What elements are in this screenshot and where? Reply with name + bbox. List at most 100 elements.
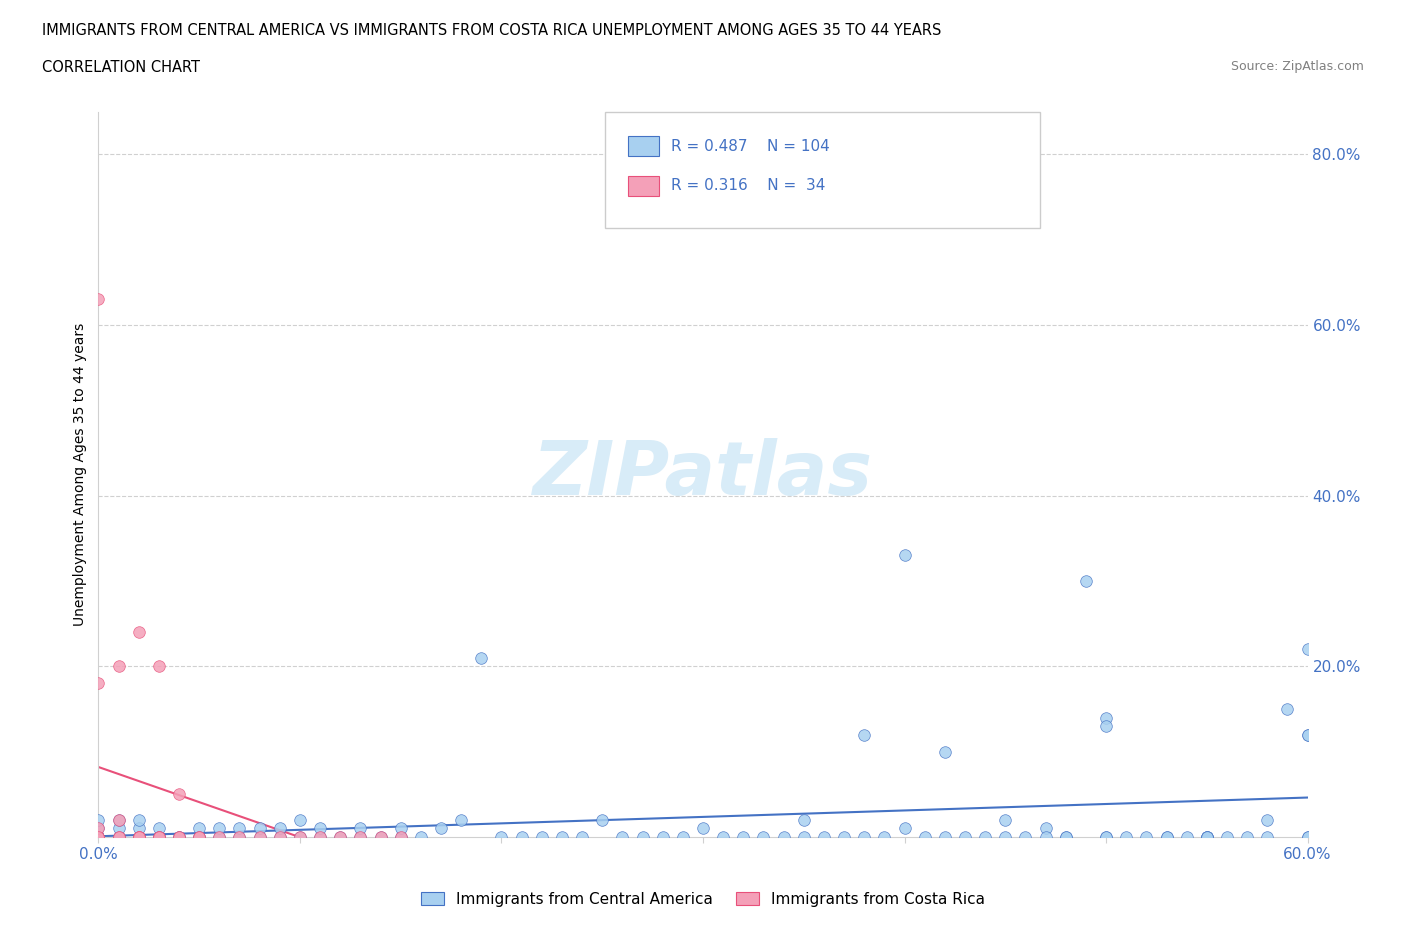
Point — [349, 821, 371, 836]
Point — [107, 658, 129, 673]
Point — [148, 830, 170, 844]
Point — [87, 292, 110, 307]
Text: CORRELATION CHART: CORRELATION CHART — [42, 60, 200, 75]
Point — [1296, 727, 1319, 742]
Point — [128, 830, 150, 844]
Point — [309, 830, 332, 844]
Point — [1014, 830, 1036, 844]
Point — [793, 813, 815, 828]
Point — [389, 821, 412, 836]
Point — [994, 830, 1017, 844]
Point — [87, 830, 110, 844]
Point — [188, 830, 211, 844]
Point — [1256, 813, 1278, 828]
Point — [672, 830, 695, 844]
Point — [329, 830, 352, 844]
Point — [591, 813, 613, 828]
Point — [914, 830, 936, 844]
Point — [208, 821, 231, 836]
Point — [571, 830, 593, 844]
Point — [733, 830, 755, 844]
Point — [470, 650, 492, 665]
Point — [934, 830, 956, 844]
Point — [128, 821, 150, 836]
Point — [288, 813, 311, 828]
Point — [1095, 830, 1118, 844]
Text: Source: ZipAtlas.com: Source: ZipAtlas.com — [1230, 60, 1364, 73]
Point — [269, 830, 291, 844]
Point — [309, 821, 332, 836]
Point — [1195, 830, 1218, 844]
Point — [167, 830, 190, 844]
Point — [1074, 574, 1097, 589]
Point — [1236, 830, 1258, 844]
Point — [87, 821, 110, 836]
Point — [389, 830, 412, 844]
Point — [813, 830, 835, 844]
Point — [107, 813, 129, 828]
Point — [148, 830, 170, 844]
Point — [188, 830, 211, 844]
Point — [128, 830, 150, 844]
Point — [692, 821, 714, 836]
Point — [288, 830, 311, 844]
Point — [188, 830, 211, 844]
Point — [87, 830, 110, 844]
Text: ZIPatlas: ZIPatlas — [533, 438, 873, 511]
Point — [651, 830, 673, 844]
Point — [994, 813, 1017, 828]
Point — [148, 821, 170, 836]
Point — [1135, 830, 1157, 844]
Point — [167, 787, 190, 802]
Point — [1195, 830, 1218, 844]
Point — [208, 830, 231, 844]
Point — [1115, 830, 1137, 844]
Point — [1095, 719, 1118, 734]
Point — [893, 548, 915, 563]
Point — [249, 830, 271, 844]
Legend: Immigrants from Central America, Immigrants from Costa Rica: Immigrants from Central America, Immigra… — [415, 885, 991, 912]
Point — [128, 830, 150, 844]
Point — [711, 830, 734, 844]
Point — [934, 744, 956, 759]
Point — [349, 830, 371, 844]
Point — [128, 813, 150, 828]
Point — [87, 830, 110, 844]
Point — [1095, 711, 1118, 725]
Point — [1296, 642, 1319, 657]
Point — [1156, 830, 1178, 844]
Point — [107, 821, 129, 836]
Point — [228, 830, 250, 844]
Point — [893, 821, 915, 836]
Point — [1296, 727, 1319, 742]
Point — [167, 830, 190, 844]
Point — [269, 830, 291, 844]
Point — [1296, 830, 1319, 844]
Y-axis label: Unemployment Among Ages 35 to 44 years: Unemployment Among Ages 35 to 44 years — [73, 323, 87, 626]
Point — [148, 658, 170, 673]
Point — [1216, 830, 1239, 844]
Point — [1054, 830, 1077, 844]
Point — [389, 830, 412, 844]
Point — [87, 830, 110, 844]
Point — [1035, 830, 1057, 844]
Point — [188, 821, 211, 836]
Point — [107, 830, 129, 844]
Text: R = 0.316    N =  34: R = 0.316 N = 34 — [671, 179, 825, 193]
Point — [491, 830, 513, 844]
Point — [87, 676, 110, 691]
Point — [148, 830, 170, 844]
Point — [370, 830, 392, 844]
Point — [309, 830, 332, 844]
Point — [409, 830, 432, 844]
Point — [752, 830, 775, 844]
Point — [329, 830, 352, 844]
Point — [510, 830, 533, 844]
Point — [107, 830, 129, 844]
Point — [128, 830, 150, 844]
Point — [1195, 830, 1218, 844]
Point — [148, 830, 170, 844]
Point — [87, 830, 110, 844]
Point — [551, 830, 574, 844]
Point — [349, 830, 371, 844]
